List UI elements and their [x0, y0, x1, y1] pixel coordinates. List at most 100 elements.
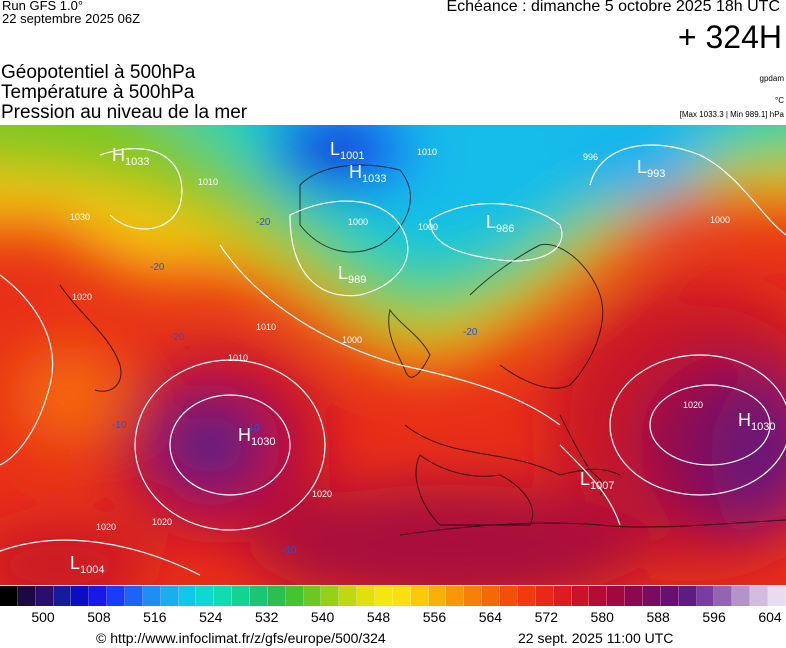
isobar-value-labels: 1030 1020 1010 1000 1010 1000 1020 1020 1020 1020…: [70, 147, 730, 532]
scale-swatch: [303, 586, 322, 606]
pressure-center-high: H1030: [738, 410, 775, 433]
isobar-label: 1030: [70, 212, 90, 222]
scale-label: 508: [87, 609, 111, 625]
scale-swatch: [214, 586, 233, 606]
isobar-label: 1000: [348, 217, 368, 227]
scale-swatch: [160, 586, 179, 606]
scale-swatch: [17, 586, 36, 606]
scale-swatch: [464, 586, 483, 606]
scale-label: 580: [590, 609, 614, 625]
temperature-label: -20: [170, 332, 185, 343]
scale-label: 588: [646, 609, 670, 625]
scale-swatch: [410, 586, 429, 606]
scale-swatch: [696, 586, 715, 606]
pressure-center-low: L993: [637, 157, 665, 180]
source-credit: © http://www.infoclimat.fr/z/gfs/europe/…: [96, 630, 386, 646]
scale-swatch: [392, 586, 411, 606]
color-scale: [0, 586, 786, 606]
isobar-label: 1020: [683, 400, 703, 410]
pressure-center-low: L1004: [70, 553, 105, 576]
unit-celsius: °C: [775, 96, 784, 105]
scale-swatch: [89, 586, 108, 606]
scale-label: 540: [310, 609, 335, 625]
run-model-label: Run GFS 1.0°: [2, 0, 84, 13]
temperature-labels: -20 -20 -20 -10 -10 -10 -20: [112, 217, 478, 556]
title-pressure: Pression au niveau de la mer: [1, 102, 248, 123]
isobar-label: 1000: [418, 222, 438, 232]
scale-label: 524: [199, 609, 223, 625]
geopotential-field: [0, 125, 786, 585]
temperature-label: -20: [463, 327, 478, 338]
scale-swatch: [482, 586, 501, 606]
pressure-center-low: L986: [486, 212, 514, 235]
scale-swatch: [321, 586, 340, 606]
pressure-center-high: H1033: [349, 162, 386, 185]
scale-swatch: [589, 586, 608, 606]
forecast-valid-time: Échéance : dimanche 5 octobre 2025 18h U…: [446, 0, 780, 15]
scale-swatch: [642, 586, 661, 606]
scale-swatch: [357, 586, 376, 606]
forecast-horizon: + 324H: [677, 19, 782, 55]
scale-swatch: [428, 586, 447, 606]
isobar-label: 1000: [710, 215, 730, 225]
pressure-center-high: H1030: [238, 425, 275, 448]
scale-swatch: [732, 586, 751, 606]
scale-swatch: [625, 586, 643, 606]
scale-label: 548: [366, 609, 391, 625]
scale-swatch: [0, 586, 18, 606]
isobar-label: 996: [583, 152, 598, 162]
isobars: [0, 144, 786, 576]
pressure-center-high: H1033: [112, 145, 149, 168]
scale-swatch: [553, 586, 572, 606]
scale-swatch: [232, 586, 251, 606]
scale-swatch: [178, 586, 197, 606]
coastlines: [59, 164, 786, 536]
pressure-max-min: [Max 1033.3 | Min 989.1] hPa: [679, 110, 784, 119]
pressure-center-low: L1001: [330, 139, 365, 162]
scale-swatch: [535, 586, 554, 606]
pressure-center-low: L989: [338, 263, 366, 286]
scale-label: 564: [478, 609, 503, 625]
scale-label: 516: [143, 609, 167, 625]
color-scale-labels: 500 508 516 524 532 540 548 556 564 572 580 588 596 6…: [0, 609, 786, 627]
scale-swatch: [714, 586, 733, 606]
scale-swatch: [35, 586, 54, 606]
scale-swatch: [375, 586, 393, 606]
scale-swatch: [285, 586, 304, 606]
scale-swatch: [339, 586, 358, 606]
title-temperature: Température à 500hPa: [1, 82, 195, 103]
temperature-label: -20: [256, 217, 271, 228]
scale-swatch: [750, 586, 768, 606]
scale-label: 604: [758, 609, 782, 625]
temperature-label: -20: [150, 262, 165, 273]
isobar-label: 1010: [417, 147, 437, 157]
temperature-label: -10: [282, 545, 297, 556]
scale-swatch: [196, 586, 215, 606]
scale-label: 572: [534, 609, 558, 625]
isobar-label: 1010: [198, 177, 218, 187]
scale-swatch: [53, 586, 72, 606]
temperature-label: -10: [112, 420, 127, 431]
scale-swatch: [267, 586, 286, 606]
weather-map: H1033L1001H1033L986L993L989H1030H1030L10…: [0, 125, 786, 585]
scale-swatch: [767, 586, 786, 606]
scale-swatch: [660, 586, 679, 606]
title-geopotential: Géopotentiel à 500hPa: [1, 62, 196, 83]
scale-swatch: [71, 586, 90, 606]
isobar-label: 1000: [342, 335, 362, 345]
scale-label: 500: [31, 609, 55, 625]
isobar-label: 1020: [312, 489, 332, 499]
scale-label: 556: [422, 609, 447, 625]
scale-swatch: [142, 586, 161, 606]
scale-swatch: [446, 586, 465, 606]
scale-swatch: [250, 586, 268, 606]
unit-gpdam: gpdam: [759, 74, 784, 83]
run-date-label: 22 septembre 2025 06Z: [2, 11, 141, 26]
isobar-label: 1020: [96, 522, 116, 532]
scale-swatch: [517, 586, 536, 606]
pressure-centers: H1033L1001H1033L986L993L989H1030H1030L10…: [70, 139, 775, 576]
scale-swatch: [500, 586, 518, 606]
scale-swatch: [571, 586, 590, 606]
isobar-label: 1020: [152, 517, 172, 527]
scale-swatch: [607, 586, 626, 606]
